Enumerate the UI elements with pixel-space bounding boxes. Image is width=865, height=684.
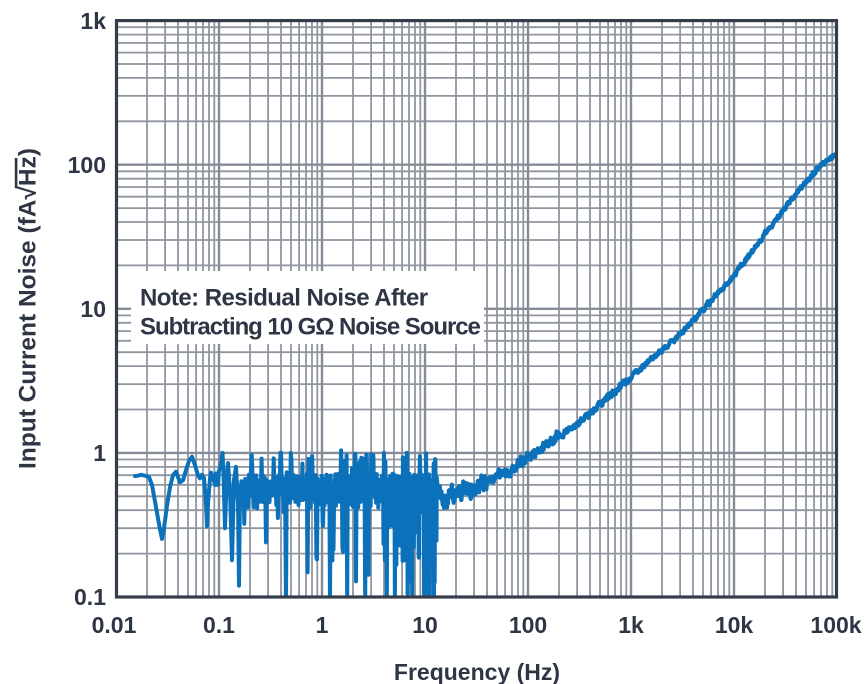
svg-text:Input Current Noise (fA√Hz): Input Current Noise (fA√Hz) [15, 148, 42, 469]
svg-text:100: 100 [509, 612, 547, 638]
svg-text:100: 100 [68, 152, 106, 178]
svg-text:1k: 1k [80, 8, 106, 34]
svg-text:Note: Residual Noise After: Note: Residual Noise After [140, 285, 428, 312]
svg-text:0.01: 0.01 [92, 612, 137, 638]
svg-text:1: 1 [316, 612, 329, 638]
svg-text:Subtracting 10 GΩ Noise Source: Subtracting 10 GΩ Noise Source [140, 313, 481, 340]
svg-text:100k: 100k [810, 612, 861, 638]
svg-text:0.1: 0.1 [203, 612, 235, 638]
svg-text:Frequency (Hz): Frequency (Hz) [394, 659, 560, 684]
svg-text:0.1: 0.1 [74, 584, 106, 610]
svg-text:1: 1 [93, 440, 106, 466]
svg-text:1k: 1k [618, 612, 644, 638]
svg-text:10: 10 [412, 612, 438, 638]
svg-text:10: 10 [80, 296, 106, 322]
svg-text:10k: 10k [715, 612, 754, 638]
